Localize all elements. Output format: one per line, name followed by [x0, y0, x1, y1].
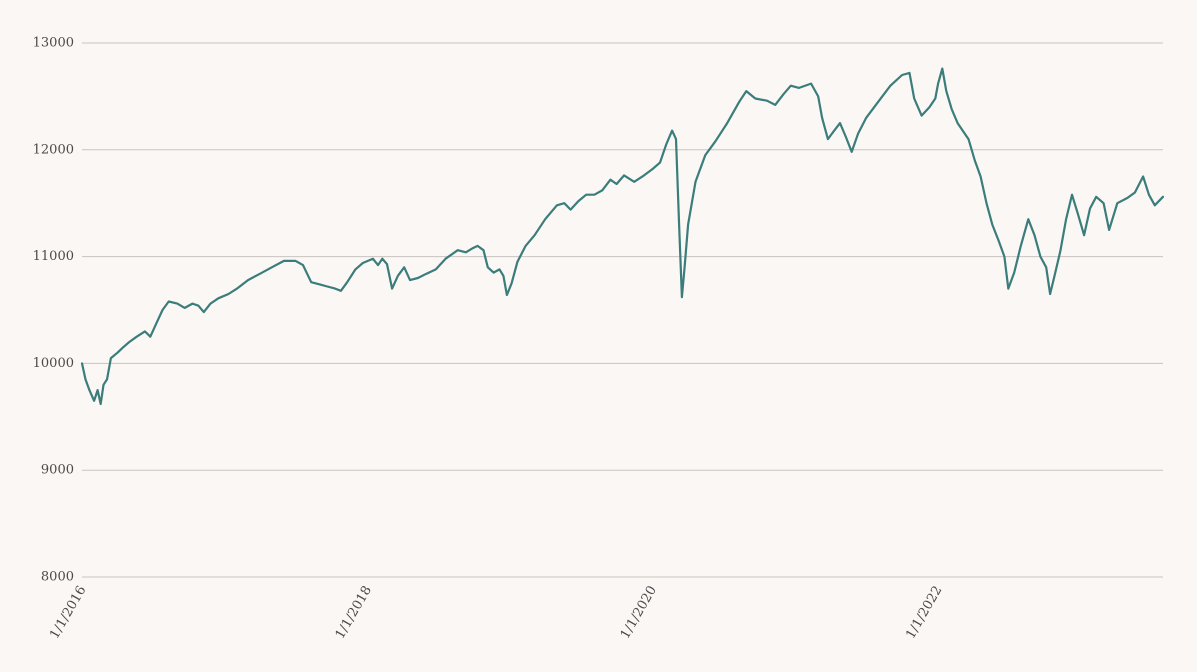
y-tick-label: 10000	[33, 356, 74, 371]
y-tick-label: 12000	[33, 142, 74, 157]
x-tick-label: 1/1/2016	[47, 584, 89, 642]
y-tick-label: 9000	[41, 463, 74, 478]
x-tick-label: 1/1/2018	[333, 584, 375, 642]
x-tick-label: 1/1/2020	[618, 584, 660, 642]
series-layer	[80, 67, 1165, 406]
y-tick-label: 8000	[41, 570, 74, 585]
gridlines	[82, 42, 1163, 578]
series-line-0	[80, 67, 1165, 406]
x-axis-ticks: 1/1/2016 1/1/2018 1/1/2020 1/1/2022	[47, 584, 945, 642]
y-tick-label: 13000	[33, 36, 74, 51]
x-tick-label: 1/1/2022	[903, 584, 945, 642]
y-tick-label: 11000	[33, 249, 74, 264]
y-axis-ticks: 8000 9000 10000 11000 12000 13000	[33, 36, 74, 585]
